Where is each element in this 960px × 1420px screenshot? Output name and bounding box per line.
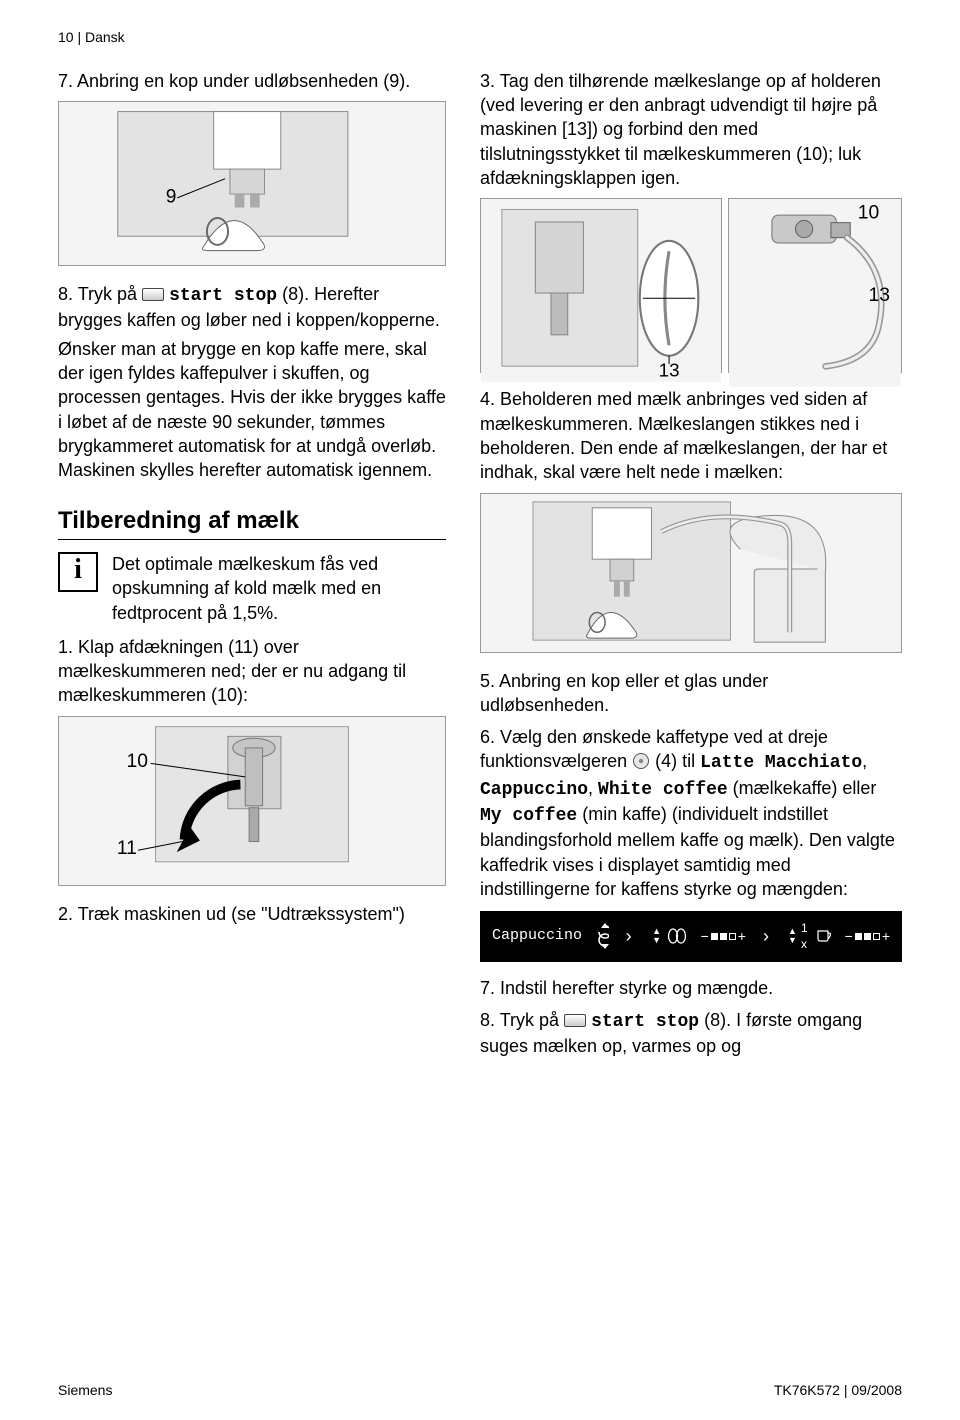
step-8: 8. Tryk på start stop (8). Herefter bryg… — [58, 282, 446, 333]
cup-icon — [816, 929, 831, 943]
page-footer: Siemens TK76K572 | 09/2008 — [58, 1381, 902, 1400]
step-7: 7. Anbring en kop under udløbsenheden (9… — [58, 69, 446, 93]
strength-indicator: ▲▼ — [649, 927, 687, 945]
start-stop-button-icon-2 — [564, 1014, 586, 1027]
bean-icon — [667, 927, 687, 945]
svg-text:11: 11 — [117, 838, 137, 859]
figure-milk-container — [480, 493, 902, 653]
right-column: 3. Tag den tilhørende mælkeslange op af … — [480, 69, 902, 1067]
milk-step-5: 5. Anbring en kop eller et glas under ud… — [480, 669, 902, 718]
milk-step-8: 8. Tryk på start stop (8). I første omga… — [480, 1008, 902, 1059]
start-stop-label: start stop — [169, 286, 277, 306]
milk-step-1: 1. Klap afdækningen (11) over mælkeskumm… — [58, 635, 446, 708]
quantity-indicator: ▲▼ 1 x — [786, 920, 831, 952]
page-header: 10 | Dansk — [58, 28, 902, 47]
svg-text:10: 10 — [127, 751, 148, 772]
svg-text:13: 13 — [869, 285, 890, 306]
cycle-arrows-icon — [596, 923, 609, 949]
gt-icon: › — [626, 924, 632, 948]
svg-text:9: 9 — [166, 187, 177, 208]
svg-text:10: 10 — [858, 203, 879, 224]
milk-step-2: 2. Træk maskinen ud (se "Udtrækssystem") — [58, 902, 446, 926]
para-brew-more: Ønsker man at brygge en kop kaffe mere, … — [58, 337, 446, 483]
milk-step-7: 7. Indstil herefter styrke og mængde. — [480, 976, 902, 1000]
milk-step-6: 6. Vælg den ønskede kaffetype ved at dre… — [480, 725, 902, 901]
start-stop-label-2: start stop — [591, 1012, 699, 1032]
strength-level: − + — [701, 927, 746, 946]
machine-display: Cappuccino › ▲▼ − + › ▲▼ 1 x — [480, 911, 902, 961]
milk-step-4: 4. Beholderen med mælk anbringes ved sid… — [480, 387, 902, 484]
s6-p1: (4) til — [650, 751, 700, 771]
section-title-milk: Tilberedning af mælk — [58, 505, 446, 537]
step8-pre: 8. Tryk på — [58, 284, 142, 304]
left-column: 7. Anbring en kop under udløbsenheden (9… — [58, 69, 446, 1067]
section-rule — [58, 539, 446, 540]
figure-milk-hose: 13 10 13 — [480, 198, 902, 373]
size-level: − + — [845, 927, 890, 946]
start-stop-button-icon — [142, 288, 164, 301]
s6-s2: , — [588, 778, 598, 798]
display-drink-label: Cappuccino — [492, 926, 582, 946]
drink-cappuccino: Cappuccino — [480, 780, 588, 800]
figure-milk-frother-cover: 10 11 — [58, 716, 446, 886]
drink-white-coffee: White coffee — [598, 780, 728, 800]
s8r-pre: 8. Tryk på — [480, 1010, 564, 1030]
figure-cup-under-spout: 9 — [58, 101, 446, 266]
drink-latte: Latte Macchiato — [700, 753, 862, 773]
s6-s1: , — [862, 751, 867, 771]
gt-icon-2: › — [763, 924, 769, 948]
milk-step-3: 3. Tag den tilhørende mælkeslange op af … — [480, 69, 902, 190]
s6-p2: (mælkekaffe) eller — [728, 778, 877, 798]
info-icon: i — [58, 552, 98, 592]
drink-my-coffee: My coffee — [480, 806, 577, 826]
footer-docref: TK76K572 | 09/2008 — [774, 1381, 902, 1400]
footer-brand: Siemens — [58, 1381, 112, 1400]
rotary-dial-icon — [632, 752, 650, 770]
info-text: Det optimale mælkeskum fås ved opskumnin… — [112, 552, 446, 625]
cup-qty-label: 1 x — [801, 920, 814, 952]
